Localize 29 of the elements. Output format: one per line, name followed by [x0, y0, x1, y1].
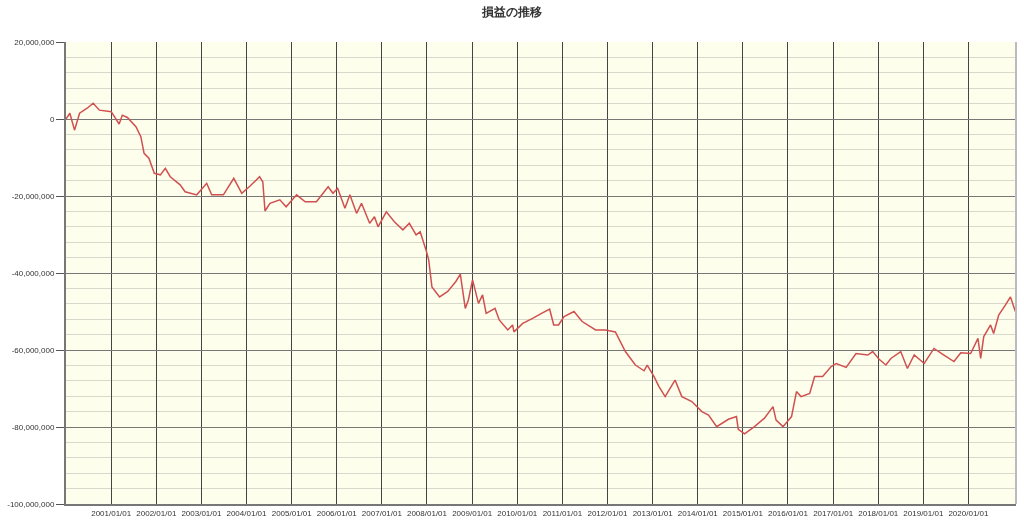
- y-tick-label: -60,000,000: [11, 345, 55, 355]
- x-tick-label: 2009/01/01: [452, 508, 493, 518]
- x-tick-label: 2012/01/01: [587, 508, 629, 518]
- x-tick-label: 2001/01/01: [91, 508, 132, 518]
- y-tick-label: -40,000,000: [11, 268, 55, 278]
- x-tick-label: 2013/01/01: [632, 508, 674, 518]
- x-tick-label: 2011/01/01: [542, 508, 583, 518]
- x-tick-label: 2007/01/01: [361, 508, 403, 518]
- x-tick-label: 2020/01/01: [948, 508, 990, 518]
- y-tick-label: -20,000,000: [11, 191, 55, 201]
- x-tick-label: 2017/01/01: [813, 508, 854, 518]
- x-tick-label: 2002/01/01: [136, 508, 177, 518]
- y-tick-label: -80,000,000: [11, 422, 55, 432]
- chart-title: 損益の推移: [481, 5, 542, 20]
- x-tick-label: 2003/01/01: [181, 508, 222, 518]
- x-tick-label: 2010/01/01: [497, 508, 538, 518]
- x-tick-label: 2004/01/01: [226, 508, 268, 518]
- y-tick-label: 20,000,000: [14, 37, 55, 47]
- line-series: [66, 102, 1016, 435]
- x-tick-label: 2005/01/01: [271, 508, 313, 518]
- x-tick-label: 2019/01/01: [903, 508, 944, 518]
- x-tick-label: 2014/01/01: [677, 508, 719, 518]
- x-tick-label: 2018/01/01: [858, 508, 899, 518]
- x-tick-label: 2006/01/01: [316, 508, 358, 518]
- x-tick-label: 2016/01/01: [767, 508, 809, 518]
- x-tick-label: 2008/01/01: [406, 508, 448, 518]
- x-tick-label: 2015/01/01: [722, 508, 764, 518]
- y-tick-label: 0: [49, 114, 55, 124]
- y-tick-label: -100,000,000: [7, 499, 55, 509]
